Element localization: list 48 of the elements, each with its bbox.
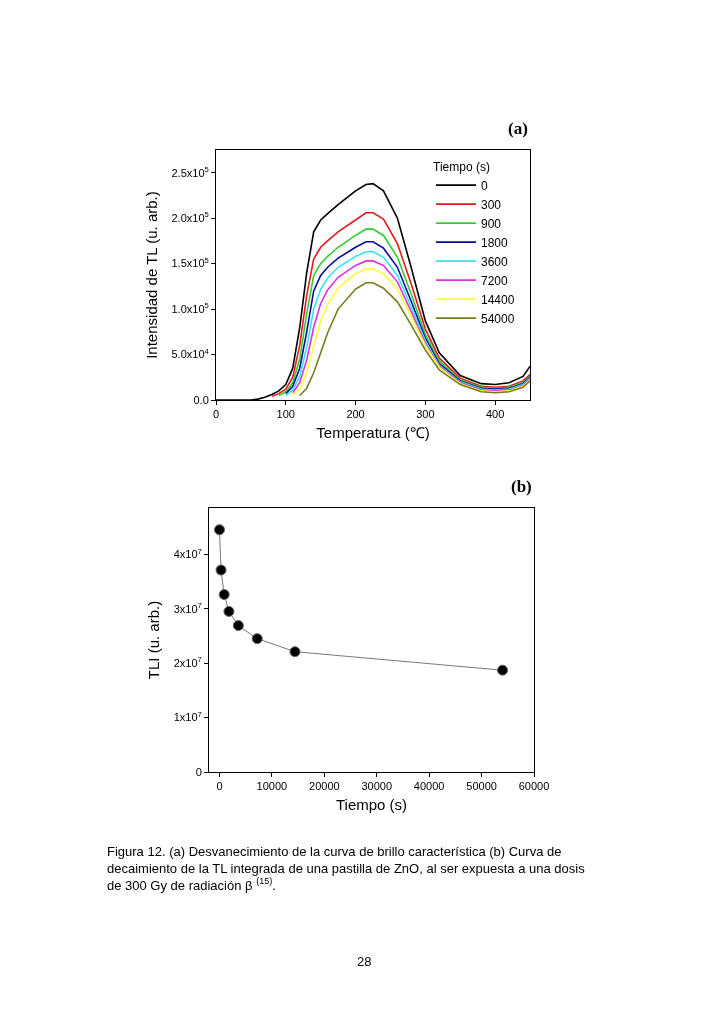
y-tick-label: 1.0x10$^{5}$ [171,301,209,315]
y-tick-label: 1x10$^{7}$ [173,709,202,724]
text: Figura 12. (a) Desvanecimiento de la curva de brillo característica (b) Curva de decaimiento de la TL integrada de una pastilla de ZnO, al ser expuesta a una dosis de 300 Gy de radiación β $^{(15)}$. [107,844,586,893]
x-tick-label: 10000 [256,780,288,793]
legend-label: 7200 [481,273,509,288]
x-tick-label: 60000 [518,780,550,793]
y-tick-label: 5.0x10$^{4}$ [171,346,210,361]
text: (a) [508,119,528,138]
legend-label: 14400 [481,292,515,307]
y-tick-label: 2.5x10$^{5}$ [171,164,209,179]
point [223,605,235,617]
y-tick-label: 2x10$^{7}$ [173,655,202,669]
legend-title: Tiempo (s) [433,159,490,174]
point [213,524,225,536]
point [251,633,263,645]
x-tick-label: 0 [212,408,220,421]
point [289,646,301,658]
y-tick-label: 3x10$^{7}$ [173,600,202,615]
x-tick-label: 100 [276,408,295,421]
x-tick-label: 30000 [361,780,393,793]
y-axis-title: TLI (u. arb.) [144,600,162,680]
text: (b) [511,477,532,496]
x-axis-title: Tiempo (s) [335,796,408,814]
y-tick-label: 4x10$^{7}$ [173,546,202,561]
x-tick-label: 400 [485,408,505,421]
y-tick-label: 1.5x10$^{5}$ [171,255,209,270]
point [215,564,227,576]
legend-label: 300 [481,197,502,212]
x-tick-label: 50000 [466,780,497,793]
x-tick-label: 0 [216,780,223,793]
y-tick-label: 0 [195,765,202,778]
legend-label: 3600 [481,254,509,269]
point [218,589,230,601]
x-tick-label: 300 [416,408,435,421]
y-tick-label: 2.0x10$^{5}$ [171,210,209,225]
legend-label: 0 [481,178,488,193]
point [497,664,509,676]
legend-label: 54000 [481,311,515,326]
legend-label: 1800 [481,235,509,250]
x-tick-label: 200 [346,408,365,421]
x-tick-label: 20000 [309,780,340,793]
point [232,620,244,632]
x-axis-title: Temperatura (℃) [316,424,430,442]
text: 28 [357,954,372,969]
y-tick-label: 0.0 [193,393,209,406]
legend-label: 900 [481,216,502,231]
y-axis-title: Intensidad de TL (u. arb.) [142,191,160,359]
x-tick-label: 40000 [413,780,445,793]
